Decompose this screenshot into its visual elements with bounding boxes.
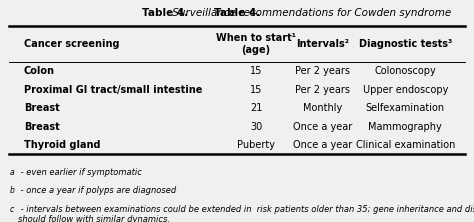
Text: Once a year: Once a year [293,122,352,132]
Text: Surveillance recommendations for Cowden syndrome: Surveillance recommendations for Cowden … [169,8,451,18]
Text: Upper endoscopy: Upper endoscopy [363,85,448,95]
Text: Selfexamination: Selfexamination [366,103,445,113]
Text: Colon: Colon [24,66,55,76]
Text: b: b [9,186,14,196]
Text: 15: 15 [250,66,262,76]
Text: Table 4.: Table 4. [142,8,189,18]
Text: Clinical examination: Clinical examination [356,140,455,150]
Text: When to start¹
(age): When to start¹ (age) [216,33,296,55]
Text: - even earlier if symptomatic: - even earlier if symptomatic [18,168,142,177]
Text: 30: 30 [250,122,262,132]
Text: 15: 15 [250,85,262,95]
Text: Breast: Breast [24,103,59,113]
Text: Breast: Breast [24,122,59,132]
Text: Proximal GI tract/small intestine: Proximal GI tract/small intestine [24,85,202,95]
Text: Cancer screening: Cancer screening [24,39,119,49]
Text: Table 4.: Table 4. [214,8,260,18]
Text: Monthly: Monthly [303,103,342,113]
Text: Per 2 years: Per 2 years [295,66,350,76]
Text: Mammography: Mammography [368,122,442,132]
Text: c: c [9,205,14,214]
Text: Per 2 years: Per 2 years [295,85,350,95]
Text: Colonoscopy: Colonoscopy [374,66,436,76]
Text: Once a year: Once a year [293,140,352,150]
Text: a: a [9,168,14,177]
Text: Diagnostic tests³: Diagnostic tests³ [359,39,452,49]
Text: - once a year if polyps are diagnosed: - once a year if polyps are diagnosed [18,186,176,196]
Text: Puberty: Puberty [237,140,275,150]
Text: 21: 21 [250,103,262,113]
Text: Thyroid gland: Thyroid gland [24,140,100,150]
Text: Intervals²: Intervals² [296,39,349,49]
Text: - intervals between examinations could be extended in  risk patients older than : - intervals between examinations could b… [18,205,474,222]
